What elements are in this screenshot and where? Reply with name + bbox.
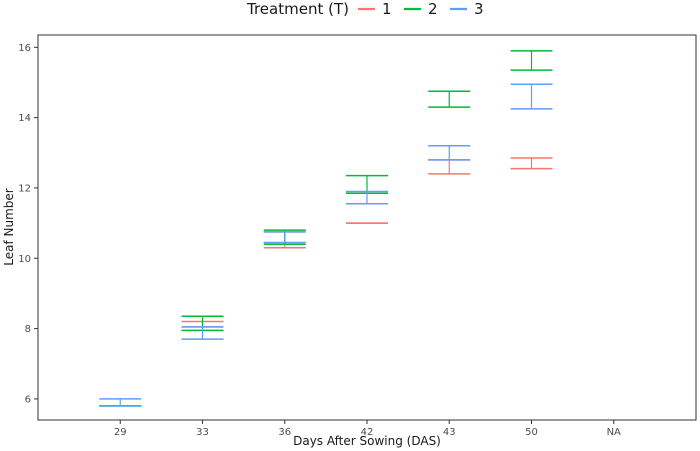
errorbar-series-3 [428, 145, 471, 161]
x-tick-label: 36 [278, 427, 291, 438]
y-tick-label: 6 [25, 394, 31, 405]
x-tick-label: 50 [525, 427, 538, 438]
x-tick-label: 29 [114, 427, 127, 438]
x-tick-label: 43 [443, 427, 456, 438]
y-tick-label: 16 [18, 43, 31, 54]
legend: Treatment (T) 1 2 3 [246, 0, 484, 18]
x-axis-title: Days After Sowing (DAS) [293, 434, 441, 448]
x-tick-label: 33 [196, 427, 209, 438]
errorbars [99, 50, 553, 407]
legend-label-1: 1 [382, 0, 392, 18]
y-tick-label: 12 [18, 183, 31, 194]
y-axis: 6 8 10 12 14 16 [18, 43, 38, 405]
plot-panel [37, 34, 697, 421]
errorbar-series-3 [263, 231, 306, 244]
y-tick-label: 10 [18, 254, 31, 265]
errorbar-series-3 [510, 83, 553, 110]
y-axis-title: Leaf Number [2, 188, 16, 266]
errorbar-series-2 [428, 90, 471, 108]
errorbar-series-3 [346, 190, 388, 205]
y-tick-label: 14 [18, 113, 31, 124]
errorbar-series-1 [510, 157, 553, 170]
errorbar-series-3 [181, 326, 224, 340]
legend-label-3: 3 [474, 0, 484, 18]
legend-title: Treatment (T) [246, 0, 349, 18]
legend-label-2: 2 [428, 0, 438, 18]
x-tick-label: 42 [361, 427, 374, 438]
errorbar-series-2 [510, 50, 553, 71]
errorbar-series-3 [99, 398, 142, 407]
x-tick-label: NA [607, 427, 621, 438]
x-axis: 29 33 36 42 43 50 NA [114, 420, 621, 438]
y-tick-label: 8 [25, 324, 31, 335]
